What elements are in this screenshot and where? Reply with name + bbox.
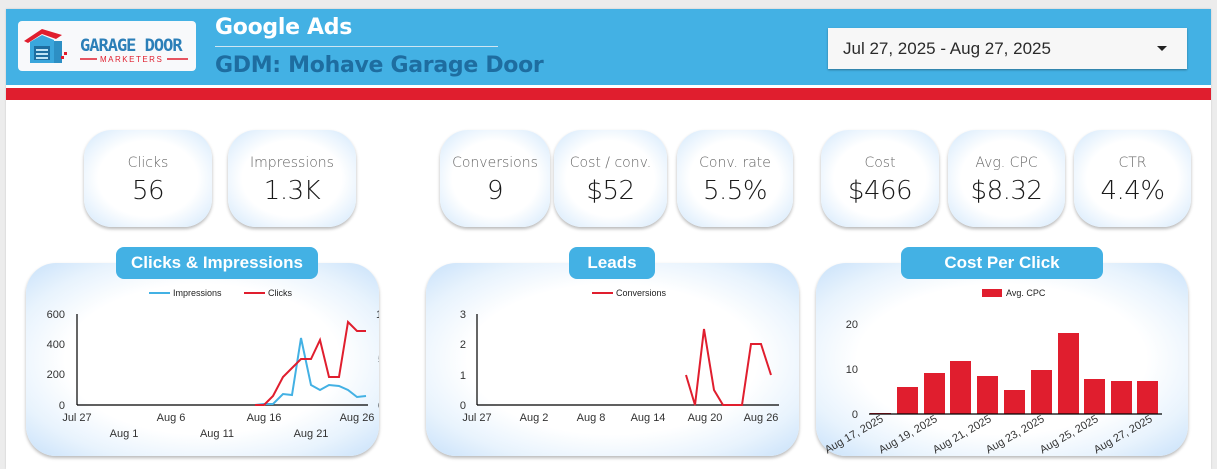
kpi-label: Avg. CPC	[975, 155, 1038, 171]
leads-card: Conversions 0 1 2 3 Jul 27 Aug 2 Aug 8 A…	[426, 263, 799, 456]
svg-text:Aug 6: Aug 6	[157, 412, 186, 424]
kpi-label: Conv. rate	[699, 155, 771, 171]
svg-text:200: 200	[47, 369, 65, 381]
kpi-label: Impressions	[250, 155, 334, 171]
svg-text:Aug 20: Aug 20	[688, 412, 723, 424]
leads-title: Leads	[569, 247, 655, 279]
svg-text:Aug 19, 2025: Aug 19, 2025	[877, 413, 940, 456]
svg-text:10: 10	[376, 309, 379, 321]
svg-text:5: 5	[378, 354, 379, 366]
kpi-label: Conversions	[452, 155, 538, 171]
svg-text:Aug 25, 2025: Aug 25, 2025	[1038, 413, 1101, 456]
svg-text:2: 2	[460, 339, 466, 351]
svg-text:20: 20	[846, 319, 858, 331]
svg-text:Aug 21: Aug 21	[294, 428, 329, 440]
kpi-value: 4.4%	[1100, 176, 1165, 206]
svg-text:0: 0	[59, 400, 65, 412]
svg-text:Aug 21, 2025: Aug 21, 2025	[931, 413, 994, 456]
clicks-impressions-card: Impressions Clicks 0 200 400 600 0 5 10 …	[26, 263, 389, 456]
svg-text:Aug 26: Aug 26	[340, 412, 375, 424]
kpi-value: 56	[131, 176, 165, 206]
kpi-value: $8.32	[970, 176, 1043, 206]
cost-per-click-title: Cost Per Click	[901, 247, 1103, 279]
svg-text:Jul 27: Jul 27	[462, 412, 491, 424]
company-logo: GARAGE DOOR MARKETERS	[18, 21, 196, 71]
svg-text:MARKETERS: MARKETERS	[100, 55, 163, 64]
kpi-value: 9	[486, 176, 504, 206]
title-divider	[215, 46, 498, 47]
chevron-down-icon[interactable]	[1157, 46, 1167, 51]
svg-text:0: 0	[852, 409, 858, 421]
cost-per-click-card: Avg. CPC 20 10 0 Aug 17, 2025 Aug 19, 20…	[816, 263, 1188, 456]
header-bar: GARAGE DOOR MARKETERS Google Ads GDM: Mo…	[6, 9, 1211, 85]
kpi-conversions: Conversions 9	[440, 130, 550, 227]
kpi-label: Clicks	[127, 155, 169, 171]
svg-text:0: 0	[378, 400, 379, 412]
garage-house-icon: GARAGE DOOR MARKETERS	[24, 29, 188, 64]
kpi-label: CTR	[1118, 155, 1147, 171]
svg-text:Aug 8: Aug 8	[577, 412, 606, 424]
kpi-value: $52	[586, 176, 635, 206]
date-range-picker[interactable]: Jul 27, 2025 - Aug 27, 2025	[828, 28, 1187, 69]
report-title: Google Ads	[215, 15, 353, 40]
date-range-value: Jul 27, 2025 - Aug 27, 2025	[843, 39, 1051, 58]
client-name: GDM: Mohave Garage Door	[215, 53, 544, 78]
svg-text:1: 1	[460, 370, 466, 382]
kpi-clicks: Clicks 56	[84, 130, 212, 227]
svg-text:Aug 11: Aug 11	[200, 428, 234, 440]
leads-chart: Conversions 0 1 2 3 Jul 27 Aug 2 Aug 8 A…	[460, 288, 779, 424]
svg-text:600: 600	[47, 309, 65, 321]
svg-text:Jul 27: Jul 27	[62, 412, 91, 424]
svg-text:Aug 1: Aug 1	[110, 428, 139, 440]
svg-text:Aug 14: Aug 14	[631, 412, 666, 424]
svg-text:Avg. CPC: Avg. CPC	[1006, 288, 1046, 298]
clicks-impressions-chart: Impressions Clicks 0 200 400 600 0 5 10 …	[47, 288, 389, 440]
svg-text:GARAGE DOOR: GARAGE DOOR	[80, 36, 183, 56]
svg-text:Aug 2: Aug 2	[520, 412, 549, 424]
kpi-cost: Cost $466	[821, 130, 939, 227]
kpi-impressions: Impressions 1.3K	[228, 130, 356, 227]
svg-text:Clicks: Clicks	[268, 288, 292, 298]
cost-per-click-chart: Avg. CPC 20 10 0 Aug 17, 2025 Aug 19, 20…	[823, 288, 1162, 456]
kpi-label: Cost	[864, 155, 896, 171]
accent-divider	[6, 88, 1211, 100]
svg-text:Aug 26: Aug 26	[744, 412, 779, 424]
svg-text:Conversions: Conversions	[616, 288, 667, 298]
kpi-ctr: CTR 4.4%	[1074, 130, 1191, 227]
clicks-impressions-title: Clicks & Impressions	[116, 247, 318, 279]
kpi-label: Cost / conv.	[569, 155, 652, 171]
svg-text:Impressions: Impressions	[173, 288, 222, 298]
kpi-cost-per-conversion: Cost / conv. $52	[554, 130, 667, 227]
svg-text:3: 3	[460, 309, 466, 321]
svg-text:Aug 23, 2025: Aug 23, 2025	[984, 413, 1047, 456]
dashboard-page: GARAGE DOOR MARKETERS Google Ads GDM: Mo…	[6, 9, 1211, 469]
kpi-value: $466	[847, 176, 913, 206]
svg-text:Aug 16: Aug 16	[247, 412, 282, 424]
svg-text:400: 400	[47, 339, 65, 351]
kpi-avg-cpc: Avg. CPC $8.32	[948, 130, 1065, 227]
svg-text:Aug 27, 2025: Aug 27, 2025	[1092, 413, 1155, 456]
kpi-conversion-rate: Conv. rate 5.5%	[677, 130, 793, 227]
kpi-value: 1.3K	[263, 176, 321, 206]
svg-text:10: 10	[846, 364, 858, 376]
svg-text:0: 0	[460, 400, 466, 412]
kpi-value: 5.5%	[702, 176, 768, 206]
